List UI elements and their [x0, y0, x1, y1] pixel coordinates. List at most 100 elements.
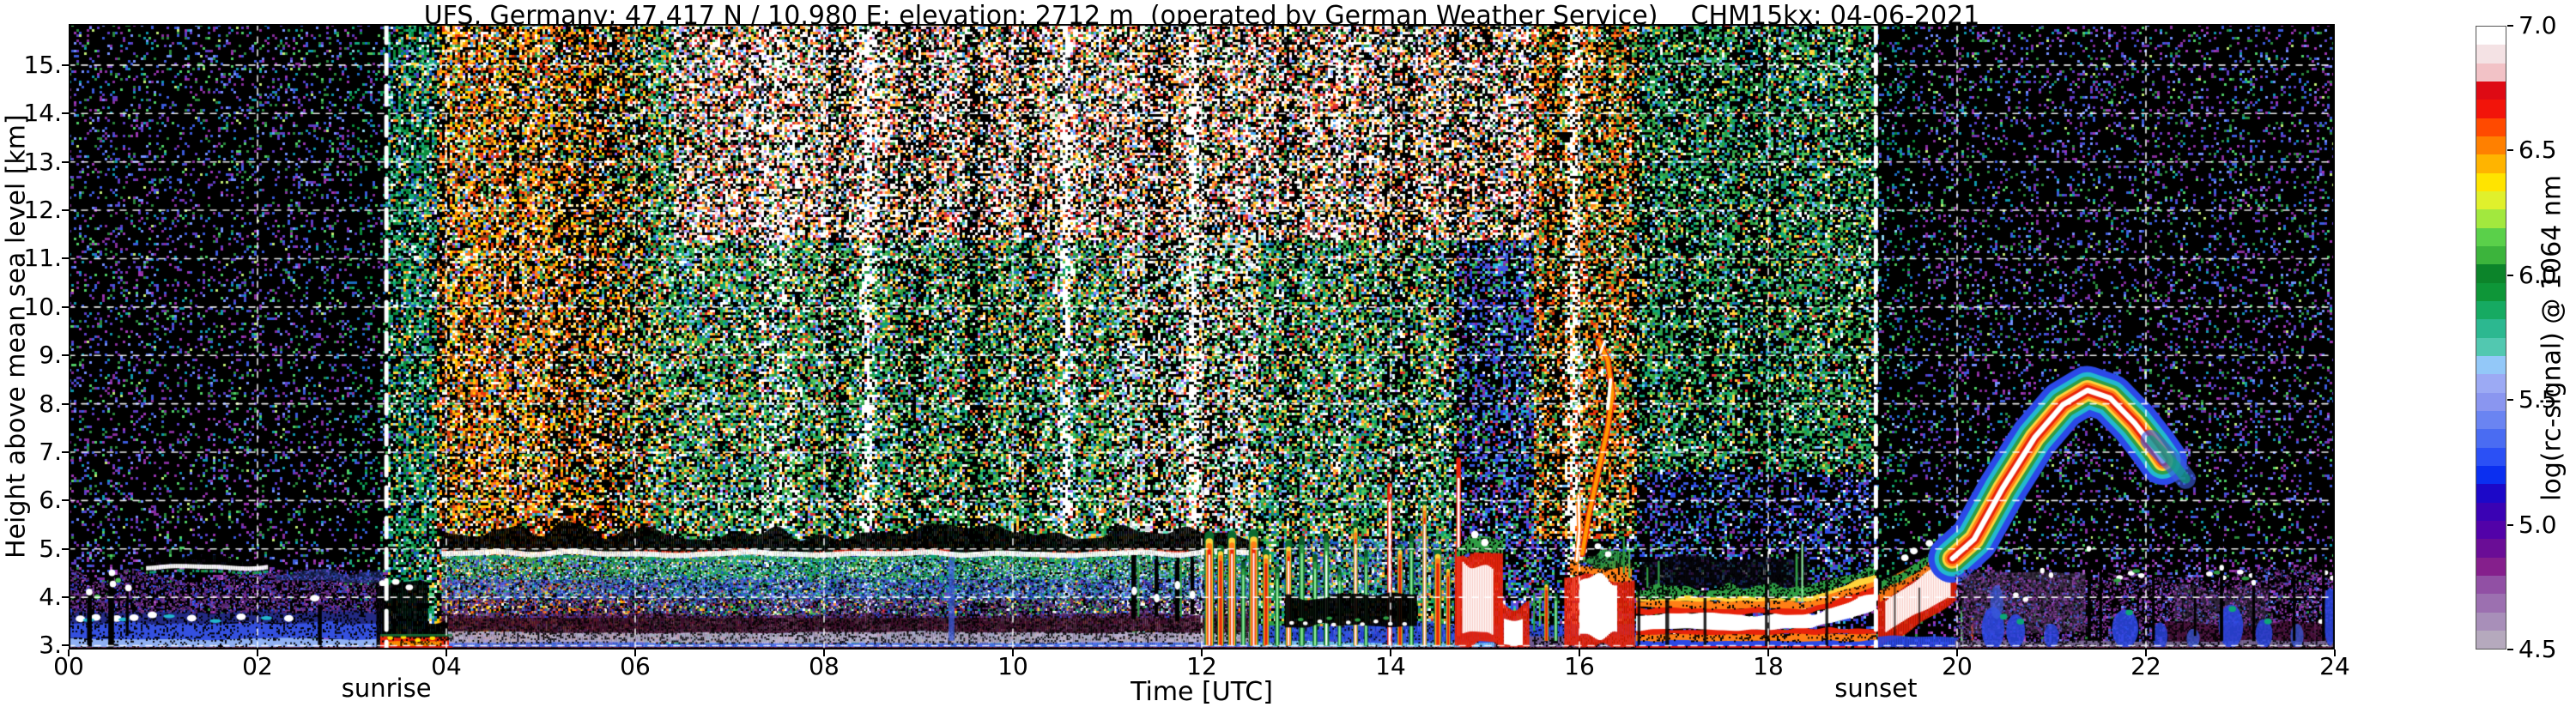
- colorbar-segment: [2476, 502, 2506, 521]
- x-tick-mark: [1579, 650, 1580, 656]
- colorbar-tick-mark: [2507, 25, 2513, 27]
- colorbar-tick-label: 5.5: [2518, 385, 2557, 414]
- colorbar-segment: [2476, 465, 2506, 485]
- sunset-label: sunset: [1834, 674, 1918, 703]
- x-tick-label: 22: [2131, 652, 2161, 680]
- y-tick-label: 8.: [39, 389, 62, 418]
- x-tick-mark: [445, 650, 447, 656]
- colorbar-tick-label: 7.0: [2518, 11, 2557, 39]
- colorbar-segment: [2476, 81, 2506, 100]
- y-tick-mark: [62, 596, 69, 599]
- colorbar-label: log(rc-signal) @ 1064 nm: [2537, 174, 2567, 501]
- colorbar-segment: [2476, 337, 2506, 356]
- colorbar-segment: [2476, 154, 2506, 173]
- sunrise-label: sunrise: [341, 674, 432, 703]
- x-tick-label: 02: [242, 652, 273, 680]
- colorbar-segment: [2476, 27, 2506, 45]
- colorbar-segment: [2476, 539, 2506, 558]
- y-tick-label: 4.: [39, 583, 62, 612]
- x-tick-mark: [2145, 650, 2147, 656]
- x-tick-label: 06: [620, 652, 651, 680]
- colorbar-segment: [2476, 410, 2506, 430]
- colorbar-segment: [2476, 100, 2506, 118]
- x-tick-mark: [257, 650, 258, 656]
- x-tick-label: 16: [1564, 652, 1595, 680]
- y-tick-mark: [62, 354, 69, 357]
- colorbar-segment: [2476, 612, 2506, 631]
- y-tick-mark: [62, 112, 69, 115]
- y-tick-mark: [62, 402, 69, 405]
- colorbar-segment: [2476, 484, 2506, 503]
- heatmap-canvas: [69, 24, 2335, 650]
- colorbar-segment: [2476, 209, 2506, 228]
- colorbar-segment: [2476, 374, 2506, 393]
- x-tick-label: 00: [53, 652, 84, 680]
- x-tick-label: 24: [2319, 652, 2350, 680]
- colorbar-segment: [2476, 118, 2506, 136]
- y-tick-mark: [62, 547, 69, 550]
- colorbar-tick-mark: [2507, 649, 2513, 650]
- colorbar-segment: [2476, 300, 2506, 320]
- colorbar-segment: [2476, 447, 2506, 466]
- colorbar-segment: [2476, 392, 2506, 411]
- colorbar-segment: [2476, 429, 2506, 448]
- x-tick-mark: [2334, 650, 2336, 656]
- y-tick-mark: [62, 257, 69, 260]
- x-tick-label: 18: [1753, 652, 1784, 680]
- colorbar: [2476, 26, 2506, 650]
- colorbar-segment: [2476, 557, 2506, 576]
- x-tick-mark: [1767, 650, 1769, 656]
- x-tick-mark: [1201, 650, 1203, 656]
- colorbar-tick-label: 6.0: [2518, 260, 2557, 289]
- y-tick-label: 9.: [39, 341, 62, 370]
- y-tick-label: 13.: [23, 147, 62, 176]
- x-tick-mark: [68, 650, 70, 656]
- y-tick-mark: [62, 160, 69, 163]
- x-tick-mark: [1390, 650, 1391, 656]
- colorbar-tick-mark: [2507, 399, 2513, 402]
- colorbar-tick-mark: [2507, 149, 2513, 152]
- y-tick-mark: [62, 305, 69, 308]
- colorbar-segment: [2476, 575, 2506, 595]
- colorbar-tick-label: 6.5: [2518, 136, 2557, 165]
- y-tick-label: 14.: [23, 99, 62, 128]
- colorbar-segment: [2476, 45, 2506, 63]
- x-tick-mark: [1956, 650, 1958, 656]
- y-tick-label: 6.: [39, 486, 62, 515]
- colorbar-segment: [2476, 245, 2506, 265]
- y-tick-label: 15.: [23, 50, 62, 79]
- x-tick-label: 12: [1186, 652, 1217, 680]
- y-tick-mark: [62, 209, 69, 212]
- x-tick-label: 04: [431, 652, 462, 680]
- colorbar-segment: [2476, 520, 2506, 540]
- y-tick-label: 5.: [39, 534, 62, 563]
- x-tick-label: 08: [809, 652, 839, 680]
- y-tick-mark: [62, 499, 69, 502]
- y-tick-label: 3.: [39, 631, 62, 660]
- colorbar-segment: [2476, 190, 2506, 210]
- colorbar-segment: [2476, 136, 2506, 155]
- x-tick-mark: [1012, 650, 1014, 656]
- colorbar-tick-label: 4.5: [2518, 635, 2557, 663]
- colorbar-segment: [2476, 264, 2506, 283]
- colorbar-segment: [2476, 282, 2506, 301]
- x-tick-mark: [634, 650, 636, 656]
- colorbar-segment: [2476, 355, 2506, 375]
- colorbar-tick-mark: [2507, 523, 2513, 526]
- y-tick-label: 7.: [39, 437, 62, 466]
- y-tick-mark: [62, 63, 69, 66]
- x-tick-label: 20: [1942, 652, 1973, 680]
- x-tick-mark: [823, 650, 825, 656]
- colorbar-segment: [2476, 172, 2506, 191]
- y-tick-label: 12.: [23, 196, 62, 225]
- y-tick-label: 11.: [23, 244, 62, 273]
- y-tick-mark: [62, 644, 69, 647]
- colorbar-segment: [2476, 594, 2506, 613]
- colorbar-tick-mark: [2507, 274, 2513, 276]
- x-tick-label: 14: [1375, 652, 1406, 680]
- x-axis-label: Time [UTC]: [1130, 677, 1273, 707]
- colorbar-segment: [2476, 227, 2506, 246]
- x-tick-label: 10: [997, 652, 1028, 680]
- y-tick-label: 10.: [23, 292, 62, 321]
